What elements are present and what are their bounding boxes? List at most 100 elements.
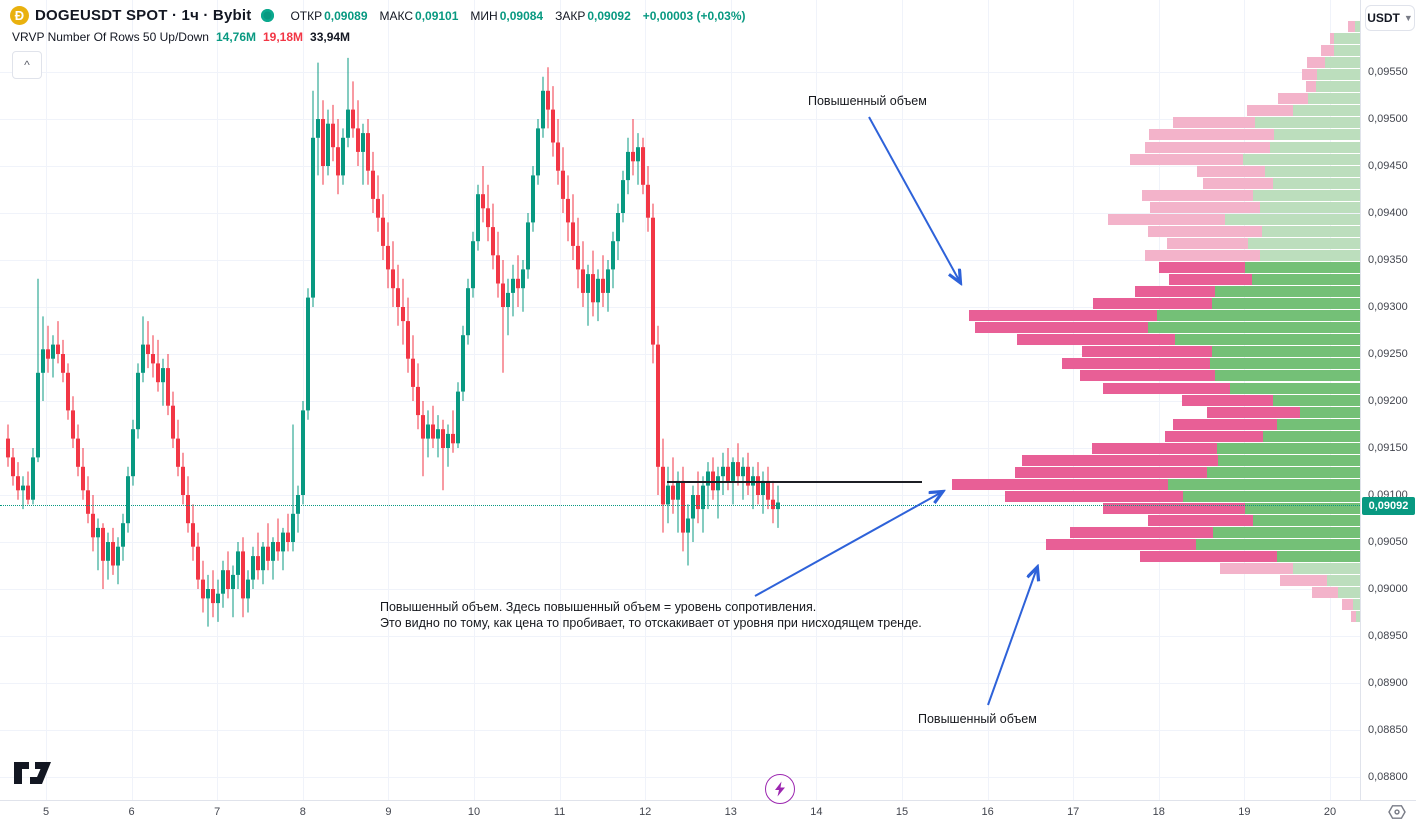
up-volume-bar [1355,21,1360,32]
time-axis-label: 12 [639,806,652,818]
volume-profile-row [1173,418,1360,430]
up-volume-bar [1225,213,1360,225]
arrow-top[interactable] [868,116,960,282]
up-volume-bar [1210,358,1360,370]
up-volume-bar [1253,189,1360,201]
gridline [474,0,475,800]
down-volume-bar [1278,93,1308,105]
volume-profile-row [1342,599,1360,611]
instant-order-button[interactable] [765,774,795,804]
down-volume-bar [1247,105,1293,117]
down-volume-bar [1348,21,1355,32]
price-axis-label: 0,09500 [1368,113,1408,125]
gridline [1073,0,1075,800]
annotation-top[interactable]: Повышенный объем [808,94,927,108]
time-axis-label: 17 [1067,806,1080,818]
market-status-icon [261,9,275,22]
volume-profile-row [1203,177,1360,189]
price-axis-label: 0,08850 [1368,724,1408,736]
price-axis-label: 0,09250 [1368,348,1408,360]
down-volume-bar [1182,394,1273,406]
up-volume-bar [1334,45,1360,57]
price-axis-label: 0,09150 [1368,442,1408,454]
up-volume-bar [1273,177,1360,189]
volume-profile-row [1015,466,1360,478]
candlestick-series [6,57,780,627]
symbol-title[interactable]: DOGEUSDT SPOT · 1ч · Bybit [35,7,252,24]
down-volume-bar [1149,129,1274,141]
down-volume-bar [975,322,1148,334]
time-axis[interactable]: 5 6 7 8 9 10 11 12 13 14 15 16 17 18 19 20 [0,800,1416,824]
down-volume-bar [1220,563,1293,575]
price-axis[interactable]: USDT ▼ 0,09550 0,09500 0,09450 0,09400 0,093… [1360,0,1416,800]
up-volume-bar [1300,406,1360,418]
down-volume-bar [1342,599,1353,611]
volume-profile-row [1135,286,1360,298]
down-volume-bar [952,478,1168,490]
up-volume-bar [1316,81,1360,93]
volume-profile-poc-row [952,478,1360,490]
up-volume-bar [1277,551,1360,563]
volume-profile-row [1167,237,1360,249]
arrow-bottom[interactable] [987,568,1037,706]
currency-unit-button[interactable]: USDT ▼ [1365,5,1415,31]
volume-profile-row [1207,406,1360,418]
collapse-legend-button[interactable]: ^ [12,51,42,79]
gridline [0,354,1360,355]
up-volume-bar [1196,539,1360,551]
up-volume-bar [1265,165,1360,177]
down-volume-bar [969,310,1157,322]
price-change: +0,00003 (+0,03%) [642,8,746,23]
down-volume-bar [1321,45,1334,57]
down-volume-bar [1148,515,1253,527]
down-volume-bar [1159,262,1245,273]
down-volume-bar [1015,466,1207,478]
down-volume-bar [1080,370,1215,382]
volume-profile-row [1197,165,1360,177]
volume-profile-row [1312,587,1360,599]
volume-profile-row [1103,503,1360,514]
down-volume-bar [1167,237,1248,249]
time-axis-label: 11 [553,806,566,818]
chart-canvas[interactable]: Повышенный объем Повышенный объем. Здесь… [0,0,1360,800]
annotation-bottom[interactable]: Повышенный объем [918,712,1037,726]
annotation-note-line1: Повышенный объем. Здесь повышенный объем… [380,600,817,614]
volume-profile-row [1092,442,1360,454]
annotation-note[interactable]: Повышенный объем. Здесь повышенный объем… [380,599,922,631]
volume-profile-row [1182,394,1360,406]
volume-profile-row [1130,153,1360,165]
volume-profile-row [1070,527,1360,539]
volume-profile-row [1150,201,1360,213]
gridline [0,542,1360,543]
down-volume-bar [1145,249,1260,261]
up-volume-bar [1263,430,1360,442]
gridline [0,730,1360,731]
up-volume-bar [1230,382,1360,394]
arrow-middle[interactable] [754,492,942,597]
time-axis-label: 15 [895,806,909,818]
symbol-header[interactable]: Ð DOGEUSDT SPOT · 1ч · Bybit ОТКР 0,09089… [10,6,746,25]
price-axis-label: 0,09550 [1368,66,1408,78]
tradingview-logo-icon[interactable] [14,762,52,785]
down-volume-bar [1093,298,1212,310]
up-volume-bar [1277,418,1360,430]
up-volume-bar [1157,310,1360,322]
up-volume-bar [1248,237,1360,249]
axis-settings-gear-icon[interactable] [1388,804,1406,820]
time-axis-label: 5 [42,806,50,818]
gridline [0,448,1360,449]
time-axis-label: 19 [1238,806,1251,818]
up-volume-bar [1262,225,1360,237]
volume-profile-row [1159,262,1360,273]
gridline [559,0,561,800]
up-volume-bar [1243,153,1360,165]
indicator-legend[interactable]: VRVP Number Of Rows 50 Up/Down 14,76M 19… [12,30,350,44]
down-volume-bar [1070,527,1213,539]
down-volume-bar [1140,551,1277,563]
time-axis-label: 14 [810,806,823,818]
down-volume-bar [1103,382,1230,394]
up-volume-bar [1260,249,1360,261]
price-axis-label: 0,09200 [1368,395,1408,407]
up-volume-bar [1218,454,1360,466]
gridline [0,213,1360,214]
